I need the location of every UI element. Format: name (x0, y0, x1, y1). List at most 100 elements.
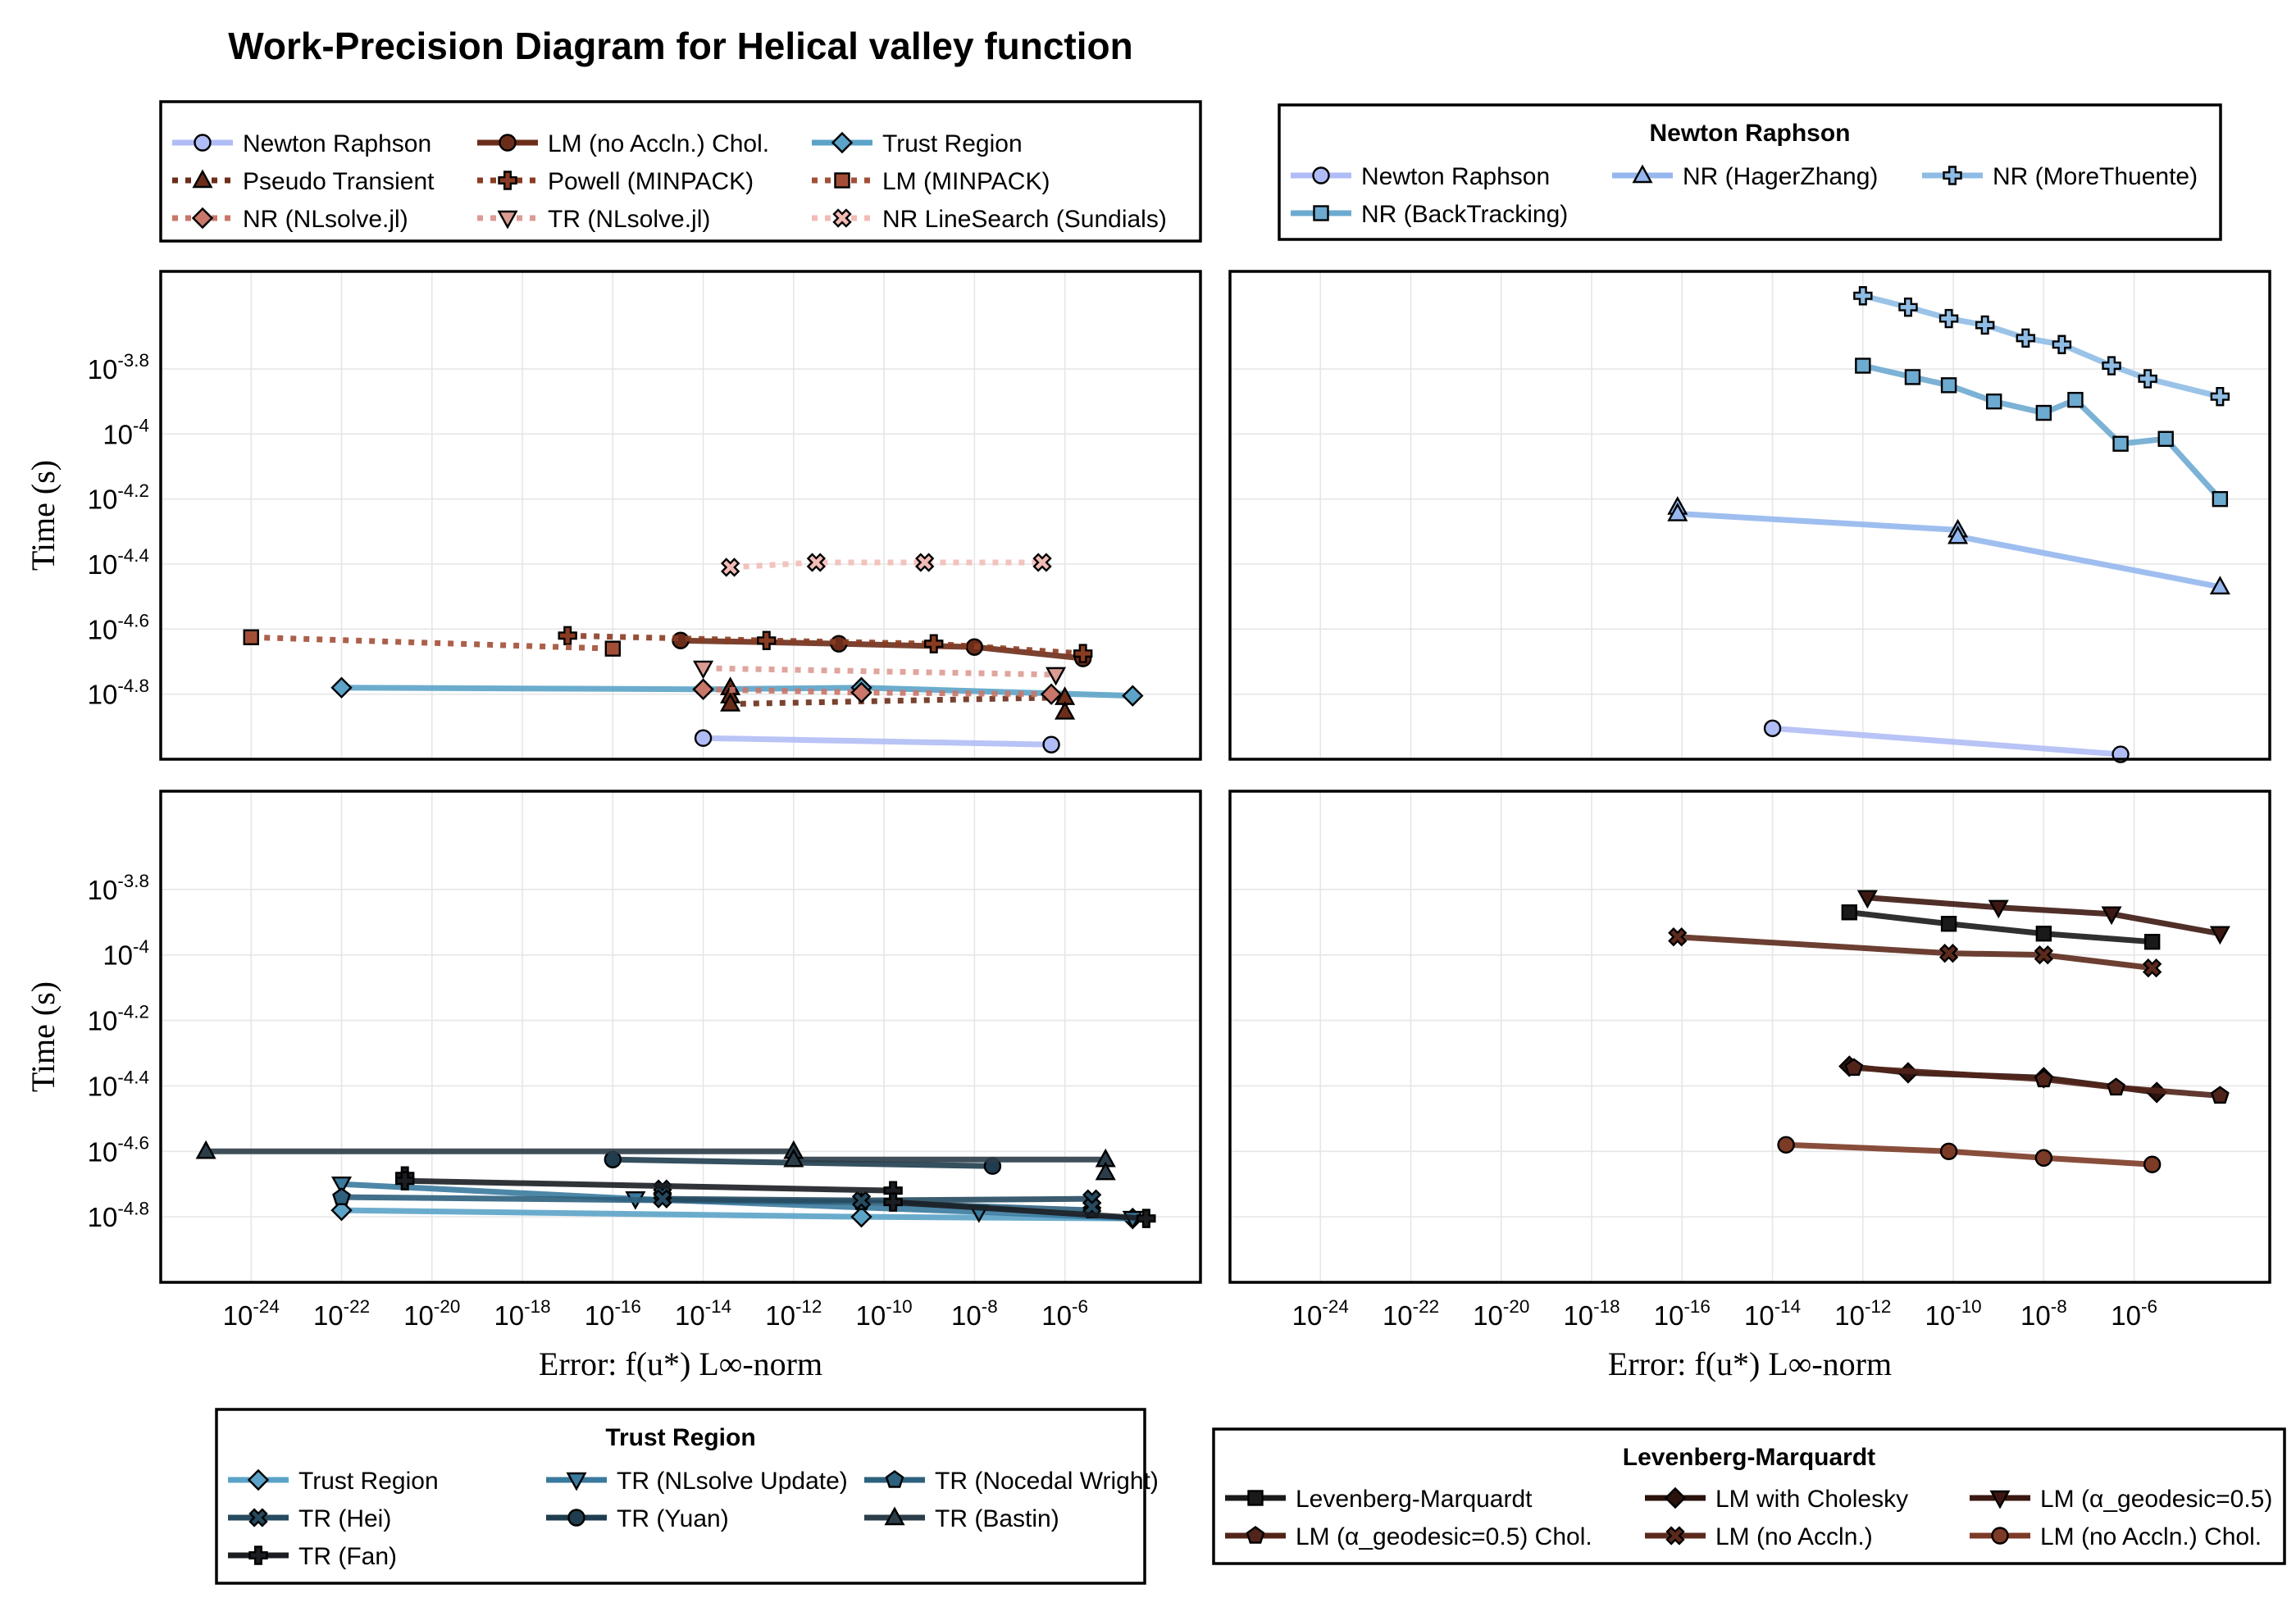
figure-title: Work-Precision Diagram for Helical valle… (228, 25, 1132, 67)
legend-entry: LM (no Accln.) (1645, 1523, 1873, 1550)
y-axis-label: Time (s) (25, 981, 61, 1092)
marker-plus-shape (883, 1192, 903, 1212)
series-nr-linesearch-sundials- (720, 553, 1052, 577)
marker-square-shape (243, 629, 259, 645)
marker-circle (2034, 1149, 2053, 1167)
marker-square-shape (1841, 904, 1857, 921)
marker-triangle-up (1632, 164, 1653, 184)
series-powell-minpack- (558, 626, 1093, 663)
marker-triangle-down (1856, 890, 1878, 909)
marker-triangle-up-shape (1095, 1161, 1116, 1181)
panel-bottom-left: 10-3.8 10-4 10-4.2 10-4.4 10-4.6 10-4.8 Time (… (25, 790, 1202, 1382)
marker-circle-shape (1763, 719, 1782, 738)
legend-label: Pseudo Transient (243, 168, 435, 195)
legend-label: LM (no Accln.) Chol. (548, 130, 769, 157)
series-line (730, 559, 1043, 571)
series-line (1867, 895, 2221, 937)
legend-entry: Newton Raphson (1291, 163, 1550, 190)
legend-label: Trust Region (882, 130, 1023, 157)
marker-square (2112, 435, 2129, 452)
marker-plus (1073, 644, 1093, 663)
marker-plus-shape (1943, 166, 1962, 185)
marker-square-shape (1855, 357, 1871, 374)
legend-frame (159, 100, 1202, 243)
marker-x-cross-shape (1665, 1526, 1685, 1546)
marker-x-cross (2034, 945, 2054, 965)
marker-square (243, 629, 259, 645)
marker-pentagon-shape (885, 1470, 904, 1488)
marker-circle (1042, 735, 1060, 753)
marker-diamond (850, 1205, 872, 1228)
marker-square-shape (1313, 205, 1329, 221)
marker-diamond-shape (330, 676, 353, 699)
marker-triangle-down-shape (1989, 1490, 2011, 1509)
legend-top-left: Newton Raphson LM (no Accln.) Chol. Trust … (159, 100, 1202, 243)
marker-circle (499, 134, 517, 152)
marker-square-shape (2212, 490, 2229, 508)
marker-circle (694, 729, 713, 747)
legend-label: TR (Bastin) (935, 1505, 1059, 1532)
y-axis-label: Time (s) (25, 460, 61, 571)
panel-top-left: 10-3.8 10-4 10-4.2 10-4.4 10-4.6 10-4.8 Time (… (25, 270, 1202, 761)
marker-x-cross (915, 553, 935, 572)
marker-circle (1312, 166, 1330, 184)
marker-plus (1898, 297, 1918, 317)
marker-square (2035, 404, 2052, 421)
marker-triangle-down-shape (2101, 906, 2122, 926)
marker-x-cross-shape (653, 1189, 672, 1209)
marker-plus-shape (1853, 286, 1873, 306)
legend-label: NR (MoreThuente) (1993, 163, 2198, 190)
marker-x-cross (832, 208, 852, 228)
marker-triangle-down (1988, 899, 2009, 919)
series-pseudo-transient (720, 676, 1076, 720)
x-tick-label: 10-6 (2111, 1296, 2157, 1331)
marker-pentagon-shape (1246, 1526, 1265, 1544)
y-tick-label: 10-4 (102, 415, 149, 449)
marker-plus-shape (1975, 315, 1995, 335)
marker-square (834, 172, 850, 189)
legend-entry: TR (Yuan) (546, 1505, 729, 1532)
x-tick-label: 10-20 (403, 1296, 460, 1331)
legend-entry: LM (α_geodesic=0.5) (1970, 1486, 2272, 1513)
marker-square (1986, 393, 2002, 410)
marker-circle-shape (1939, 1142, 1958, 1160)
marker-diamond (330, 1199, 353, 1222)
marker-circle-shape (2034, 1149, 2053, 1167)
marker-pentagon (1844, 1058, 1864, 1077)
panel-frame (1228, 790, 2271, 1284)
legend-entry: NR (MoreThuente) (1922, 163, 2198, 190)
marker-triangle-down (2101, 906, 2122, 926)
marker-square-shape (1940, 377, 1957, 394)
marker-pentagon-shape (2210, 1086, 2230, 1104)
chart-root: 10-3.8 10-4 10-4.2 10-4.4 10-4.6 10-4.8 Time (… (25, 100, 2286, 1585)
marker-plus (2016, 328, 2035, 348)
y-tick-label: 10-3.8 (88, 871, 149, 905)
marker-square (1247, 1490, 1264, 1506)
marker-diamond-shape (1122, 685, 1144, 707)
marker-triangle-up (1055, 701, 1076, 720)
series-lm-no-accln- (1668, 927, 2162, 978)
marker-triangle-down (1989, 1490, 2011, 1509)
marker-x-cross-shape (2034, 945, 2054, 965)
marker-square (2143, 933, 2161, 950)
y-tick-label: 10-4.6 (88, 1132, 149, 1167)
marker-x-cross-shape (915, 553, 935, 572)
marker-circle (1991, 1527, 2009, 1545)
marker-plus-shape (498, 171, 517, 190)
x-tick-label: 10-18 (494, 1296, 550, 1331)
legend-entry: LM with Cholesky (1645, 1486, 1908, 1513)
marker-triangle-up (884, 1506, 905, 1526)
marker-square-shape (834, 172, 850, 189)
panel-top-right (1228, 270, 2271, 763)
marker-diamond (1122, 685, 1144, 707)
plot-area (161, 271, 1200, 759)
legend-label: TR (NLsolve Update) (617, 1468, 848, 1495)
marker-triangle-up-shape (720, 693, 741, 712)
marker-triangle-down-shape (1046, 667, 1067, 686)
marker-plus (2138, 369, 2157, 389)
x-tick-label: 10-10 (856, 1296, 913, 1331)
marker-circle (194, 134, 212, 152)
marker-x-cross-shape (832, 208, 852, 228)
marker-square-shape (604, 640, 622, 657)
legend-label: NR (BackTracking) (1361, 201, 1568, 228)
